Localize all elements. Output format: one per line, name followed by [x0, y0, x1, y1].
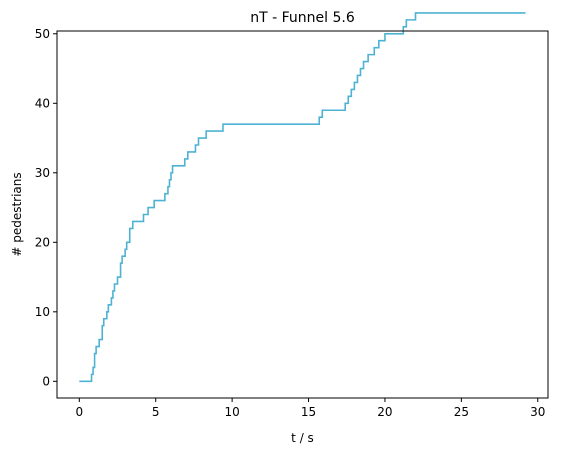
x-tick-label: 10 [224, 405, 239, 419]
x-tick-label: 25 [454, 405, 469, 419]
x-tick-label: 20 [377, 405, 392, 419]
y-axis: 0 10 20 30 40 50 [35, 27, 57, 388]
y-tick-label: 40 [35, 96, 50, 110]
x-tick-label: 5 [152, 405, 160, 419]
y-axis-title: # pedestrians [10, 172, 24, 256]
series-line [79, 12, 526, 383]
y-tick-label: 10 [35, 305, 50, 319]
x-tick-label: 15 [301, 405, 316, 419]
axes-frame [56, 30, 549, 399]
y-tick-label: 30 [35, 166, 50, 180]
plot-area [79, 12, 526, 383]
x-axis-title: t / s [291, 431, 314, 445]
y-tick-label: 50 [35, 27, 50, 41]
y-tick-label: 0 [42, 374, 50, 388]
x-tick-label: 30 [530, 405, 545, 419]
y-tick-label: 20 [35, 235, 50, 249]
chart-title: nT - Funnel 5.6 [250, 10, 355, 26]
x-axis: 0 5 10 15 20 25 30 [75, 398, 545, 419]
x-tick-label: 0 [75, 405, 83, 419]
